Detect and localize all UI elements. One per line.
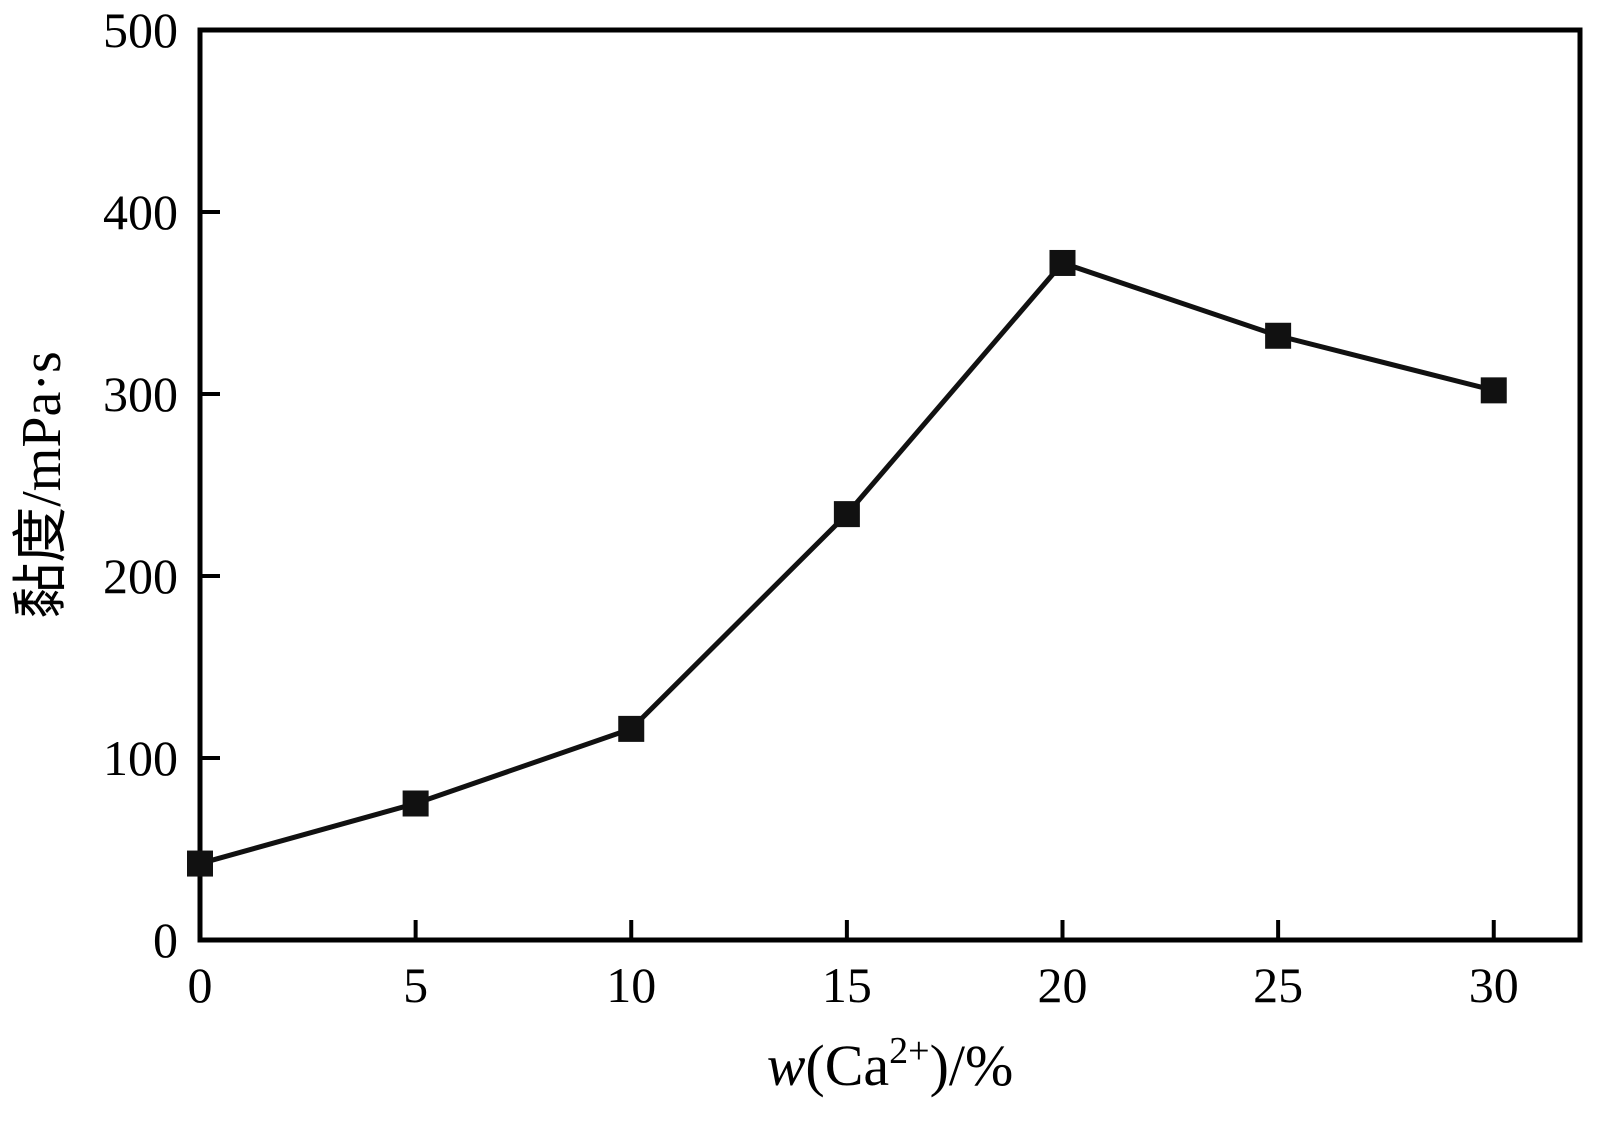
data-point-marker	[833, 501, 860, 528]
y-tick-label: 400	[103, 184, 178, 240]
x-tick-label: 5	[403, 957, 428, 1013]
data-point-marker	[402, 790, 429, 817]
data-point-marker	[187, 850, 213, 877]
y-tick-label: 100	[103, 730, 178, 786]
x-tick-label: 10	[606, 957, 656, 1013]
y-tick-label: 500	[103, 2, 178, 58]
series-line	[199, 260, 1495, 866]
x-tick-label: 20	[1038, 957, 1088, 1013]
x-tick-label: 30	[1469, 957, 1519, 1013]
y-tick-label: 0	[153, 912, 178, 968]
plot-frame	[197, 27, 1583, 943]
x-tick-label: 15	[822, 957, 872, 1013]
y-tick-label: 300	[103, 366, 178, 422]
y-tick-label: 200	[103, 548, 178, 604]
data-point-marker	[1049, 249, 1076, 276]
data-point-marker	[1480, 377, 1507, 404]
x-tick-label: 25	[1253, 957, 1303, 1013]
x-tick-label: 0	[188, 957, 213, 1013]
data-point-marker	[1265, 322, 1292, 349]
y-axis-label: 黏度/mPa·s	[11, 351, 73, 619]
x-axis-label: w(Ca2+)/%	[767, 1030, 1014, 1098]
data-point-marker	[618, 715, 645, 742]
